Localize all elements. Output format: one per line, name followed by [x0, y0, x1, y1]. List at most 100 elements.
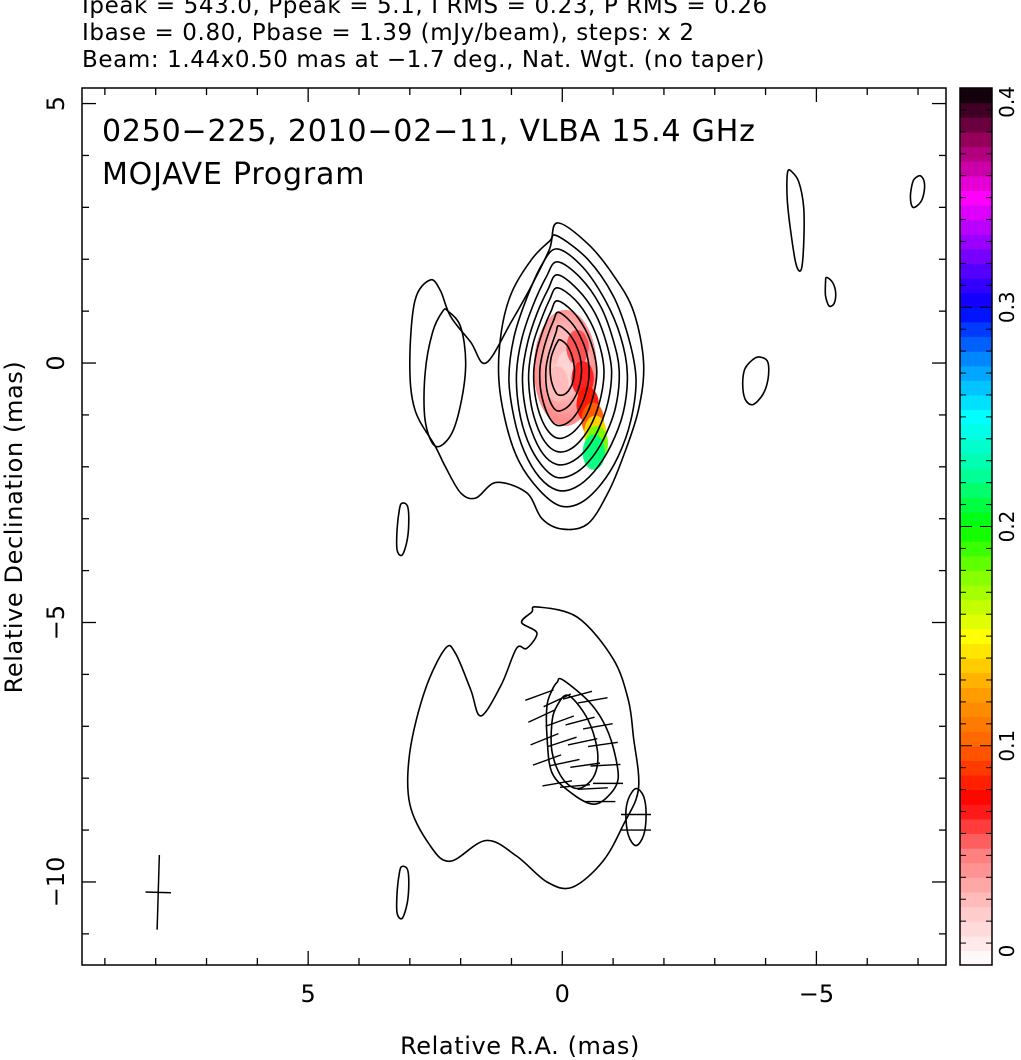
plot-frame: [81, 87, 947, 966]
x-axis-label: Relative R.A. (mas): [400, 1032, 640, 1060]
colorbar-band: [960, 438, 992, 455]
header-line-2: Ibase = 0.80, Pbase = 1.39 (mJy/beam), s…: [82, 20, 695, 46]
colorbar-band: [960, 263, 992, 279]
colorbar-band: [960, 102, 992, 118]
colorbar-band: [960, 190, 992, 206]
contour-line: [508, 248, 629, 492]
colorbar-band: [960, 760, 992, 776]
colorbar-tick-label: 0.2: [995, 511, 1019, 543]
y-tick-label: −5: [42, 605, 70, 640]
colorbar-band: [960, 175, 992, 191]
colorbar-band: [960, 921, 992, 937]
colorbar-band: [960, 906, 992, 922]
colorbar-band: [960, 131, 992, 148]
colorbar-band: [960, 336, 992, 352]
polarization-vector: [543, 693, 572, 708]
contour-line: [538, 311, 591, 427]
colorbar-band: [960, 614, 992, 630]
colorbar-band: [960, 701, 992, 718]
beam-minor-axis: [145, 891, 171, 894]
colorbar-tick-label: 0.1: [995, 730, 1019, 762]
contour-line: [909, 174, 926, 209]
colorbar-band: [960, 818, 992, 835]
polarization-vector: [545, 715, 575, 727]
contour-line: [544, 324, 583, 412]
header-line-3: Beam: 1.44x0.50 mas at −1.7 deg., Nat. W…: [82, 47, 766, 73]
colorbar-band: [960, 862, 992, 878]
polarization-vector: [565, 716, 595, 726]
y-axis-label: Relative Declination (mas): [0, 361, 28, 694]
contour-line: [395, 865, 410, 920]
colorbar-band: [960, 292, 992, 308]
contour-line: [406, 605, 640, 890]
colorbar-band: [960, 584, 992, 601]
colorbar-band: [960, 482, 992, 498]
polarization-vector: [567, 738, 598, 746]
colorbar-tick-label: 0.4: [995, 86, 1019, 118]
colorbar-band: [960, 950, 992, 966]
contour-line: [497, 234, 637, 508]
contour-line: [395, 502, 410, 557]
colorbar-band: [960, 278, 992, 294]
colorbar-band: [960, 628, 992, 645]
contour-line: [550, 694, 599, 790]
colorbar-band: [960, 394, 992, 411]
colorbar-band: [960, 351, 992, 367]
polarization-vector: [577, 787, 608, 791]
polarization-vector: [570, 762, 601, 768]
colorbar-band: [960, 424, 992, 440]
colorbar-band: [960, 599, 992, 615]
colorbar-band: [960, 672, 992, 688]
y-tick-label: −10: [42, 857, 70, 908]
chart-title: 0250−225, 2010−02−11, VLBA 15.4 GHz: [102, 114, 756, 149]
polarization-vector: [542, 780, 573, 787]
contour-line: [515, 260, 621, 479]
colorbar-band: [960, 117, 992, 133]
colorbar-band: [960, 219, 992, 235]
polarization-vector-layer: [525, 689, 651, 831]
colorbar-band: [960, 468, 992, 484]
colorbar-band: [960, 804, 992, 820]
pol-intensity-patch: [546, 366, 569, 402]
x-tick-label: 5: [301, 980, 316, 1008]
polarization-vector: [550, 758, 580, 767]
colorbar-band: [960, 745, 992, 761]
colorbar-band: [960, 877, 992, 893]
colorbar-band: [960, 88, 992, 104]
colorbar-band: [960, 321, 992, 338]
polarized-intensity-layer: [533, 309, 609, 470]
colorbar-band: [960, 204, 992, 221]
contour-line: [741, 356, 770, 406]
polarization-vector: [532, 754, 562, 766]
colorbar-band: [960, 511, 992, 528]
colorbar-band: [960, 658, 992, 674]
polarization-vector: [587, 741, 618, 748]
colorbar-band: [960, 716, 992, 732]
colorbar: 0 0.1 0.2 0.3 0.4: [959, 86, 1019, 966]
contour-line: [786, 168, 805, 272]
polarization-vector: [559, 783, 590, 788]
y-tick-label: 0: [42, 355, 70, 370]
contour-line: [423, 308, 467, 448]
colorbar-band: [960, 146, 992, 162]
contour-line: [532, 299, 598, 440]
colorbar-band: [960, 555, 992, 571]
colorbar-band: [960, 307, 992, 323]
colorbar-band: [960, 526, 992, 542]
polarization-vector: [582, 722, 613, 730]
colorbar-band: [960, 497, 992, 513]
chart-subtitle: MOJAVE Program: [102, 157, 365, 192]
axes: 5 0 −5 5 0 −5 −10: [42, 88, 946, 1008]
y-tick-label: 5: [42, 96, 70, 111]
colorbar-band: [960, 687, 992, 703]
colorbar-band: [960, 409, 992, 425]
colorbar-band: [960, 248, 992, 264]
colorbar-band: [960, 848, 992, 864]
beam-marker: [145, 854, 171, 930]
x-tick-label: 0: [555, 980, 570, 1008]
colorbar-band: [960, 365, 992, 381]
header-line-1: Ipeak = 543.0, Ppeak = 5.1, I RMS = 0.23…: [82, 0, 768, 19]
colorbar-tick-label: 0: [995, 945, 1019, 958]
contour-line: [824, 276, 837, 308]
